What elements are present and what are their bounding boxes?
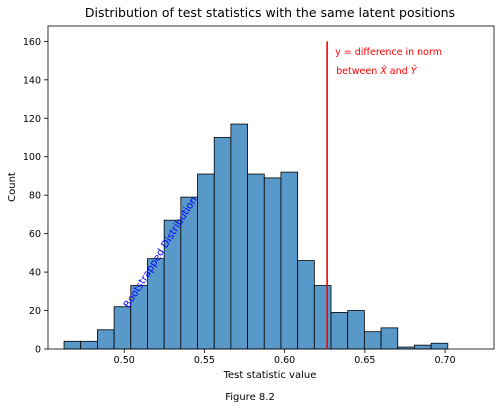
histogram-bar [297,260,315,350]
y-tick-label: 80 [29,191,41,202]
y-tick-label: 40 [29,268,41,279]
axes-group: 0.50 0.55 0.60 0.65 0.70 0 20 40 60 80 100 120 140 16… [23,25,495,366]
x-tick-label: 0.55 [194,355,215,366]
x-tick-label: 0.50 [114,355,135,366]
annotation-line-1: y = difference in norm [335,47,442,58]
y-tick-label: 20 [29,306,41,317]
y-tick-label: 120 [23,114,41,125]
histogram-bar [430,342,449,350]
histogram-bar [113,306,132,350]
bars-group [63,123,449,350]
histogram-bar [363,331,382,350]
y-tick-label: 60 [29,229,41,240]
y-tick-label: 140 [23,75,41,86]
histogram-bar [97,329,115,350]
histogram-bar [80,340,98,350]
histogram-bar [347,310,365,350]
x-axis-label: Test statistic value [223,370,317,381]
y-tick-label: 100 [23,152,41,163]
figure-caption: Figure 8.2 [225,392,275,403]
chart-title: Distribution of test statistics with the… [85,5,455,20]
y-axis-label: Count [7,172,18,202]
annotation-line-2: between X̂ and Ŷ [336,65,418,77]
y-tick-label: 0 [35,345,41,356]
histogram-chart: Distribution of test statistics with the… [7,5,495,381]
histogram-bar [280,171,299,350]
histogram-bar [230,123,248,350]
histogram-bar [263,177,282,350]
histogram-bar [330,312,349,350]
histogram-bar [414,344,432,350]
x-tick-label: 0.70 [434,355,455,366]
histogram-bar [380,327,399,350]
histogram-bar [197,173,215,350]
histogram-bar [63,340,82,350]
histogram-bar [247,173,265,350]
histogram-bar [213,137,232,350]
y-tick-label: 160 [23,37,41,48]
x-tick-label: 0.60 [274,355,295,366]
histogram-bar [313,285,332,350]
x-tick-label: 0.65 [354,355,375,366]
plot-frame [47,25,495,350]
